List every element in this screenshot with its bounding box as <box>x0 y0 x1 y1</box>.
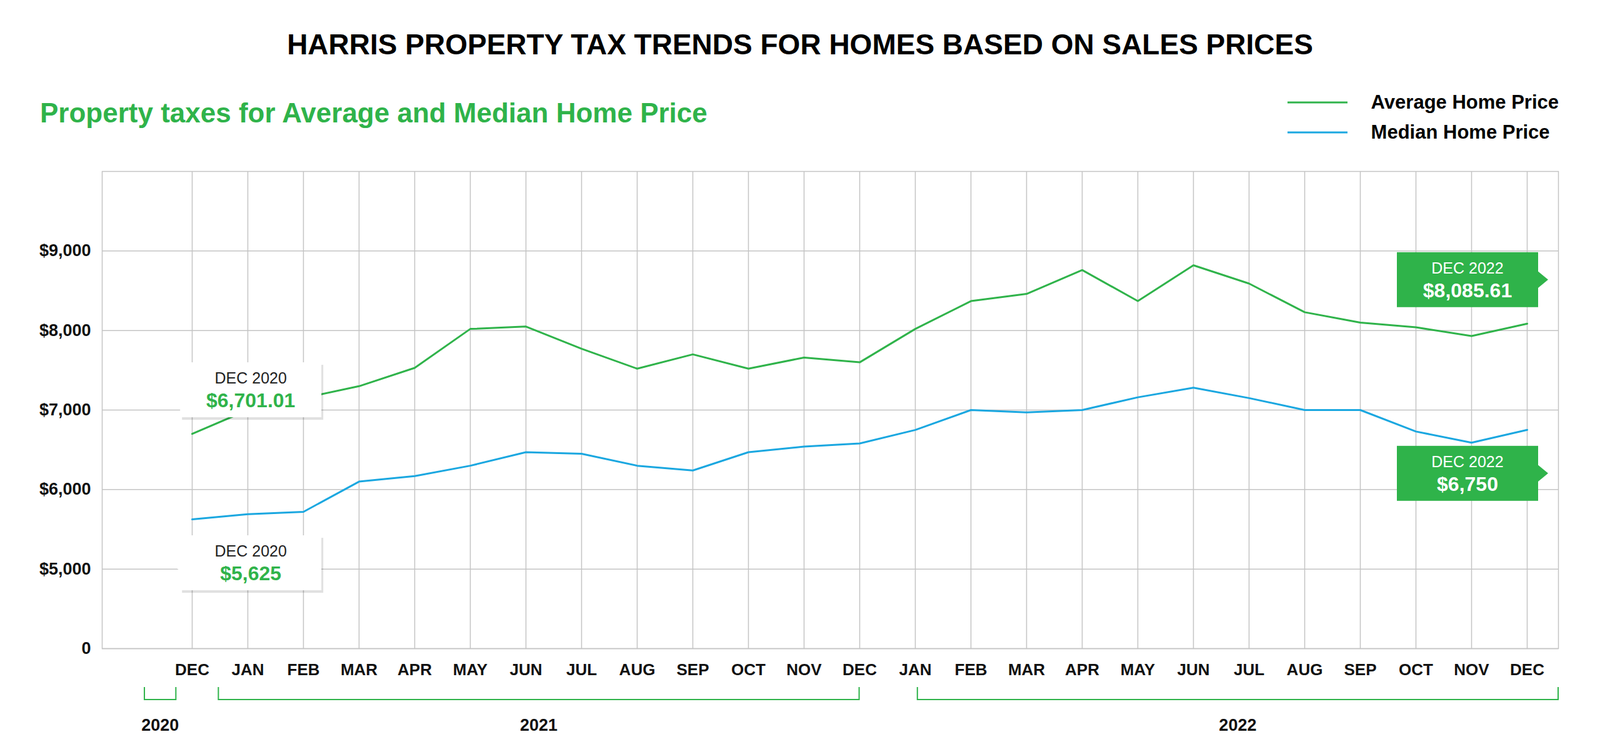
svg-text:JAN: JAN <box>231 660 264 680</box>
svg-text:APR: APR <box>397 660 432 680</box>
svg-text:OCT: OCT <box>731 660 766 680</box>
svg-text:2020: 2020 <box>141 716 179 735</box>
svg-text:DEC 2022: DEC 2022 <box>1431 259 1504 277</box>
html-text:Average Home Price: Average Home Price <box>1371 91 1559 114</box>
svg-text:AUG: AUG <box>1286 660 1324 680</box>
svg-text:2022: 2022 <box>1218 716 1257 735</box>
svg-text:NOV: NOV <box>786 660 822 680</box>
svg-text:$8,000: $8,000 <box>39 321 92 340</box>
svg-text:DEC: DEC <box>1510 660 1545 680</box>
svg-text:DEC: DEC <box>175 660 210 680</box>
svg-text:$9,000: $9,000 <box>39 241 92 260</box>
svg-text:2021: 2021 <box>520 716 558 735</box>
svg-text:$8,085.61: $8,085.61 <box>1423 279 1512 302</box>
svg-text:JUL: JUL <box>1233 660 1265 680</box>
svg-text:JUL: JUL <box>566 660 597 680</box>
svg-text:MAR: MAR <box>340 660 378 680</box>
svg-text:$5,000: $5,000 <box>39 560 92 579</box>
svg-text:DEC 2020: DEC 2020 <box>215 542 287 560</box>
svg-text:$7,000: $7,000 <box>39 400 92 420</box>
html-text:HARRIS PROPERTY TAX TRENDS FOR: HARRIS PROPERTY TAX TRENDS FOR HOMES BAS… <box>286 28 1314 61</box>
svg-text:JUN: JUN <box>509 660 542 680</box>
svg-text:MAR: MAR <box>1008 660 1045 680</box>
html-text:Property taxes for Average and: Property taxes for Average and Median Ho… <box>40 97 708 129</box>
svg-text:OCT: OCT <box>1398 660 1434 680</box>
svg-text:DEC: DEC <box>842 660 877 680</box>
svg-text:$6,701.01: $6,701.01 <box>206 389 295 412</box>
svg-text:JUN: JUN <box>1176 660 1210 680</box>
svg-text:$6,750: $6,750 <box>1436 473 1499 496</box>
svg-text:FEB: FEB <box>955 660 988 680</box>
svg-text:DEC 2022: DEC 2022 <box>1431 453 1504 471</box>
svg-text:MAY: MAY <box>453 660 488 680</box>
svg-text:MAY: MAY <box>1120 660 1155 680</box>
svg-text:APR: APR <box>1065 660 1100 680</box>
svg-text:NOV: NOV <box>1453 660 1490 680</box>
svg-text:0: 0 <box>81 639 91 659</box>
html-text:Median Home Price: Median Home Price <box>1371 121 1550 144</box>
svg-text:SEP: SEP <box>1343 660 1377 680</box>
svg-text:$5,625: $5,625 <box>220 562 282 585</box>
svg-text:DEC 2020: DEC 2020 <box>215 369 287 387</box>
svg-text:FEB: FEB <box>287 660 320 680</box>
svg-text:AUG: AUG <box>619 660 656 680</box>
svg-text:$6,000: $6,000 <box>39 480 92 499</box>
svg-text:SEP: SEP <box>676 660 709 680</box>
svg-text:JAN: JAN <box>898 660 932 680</box>
